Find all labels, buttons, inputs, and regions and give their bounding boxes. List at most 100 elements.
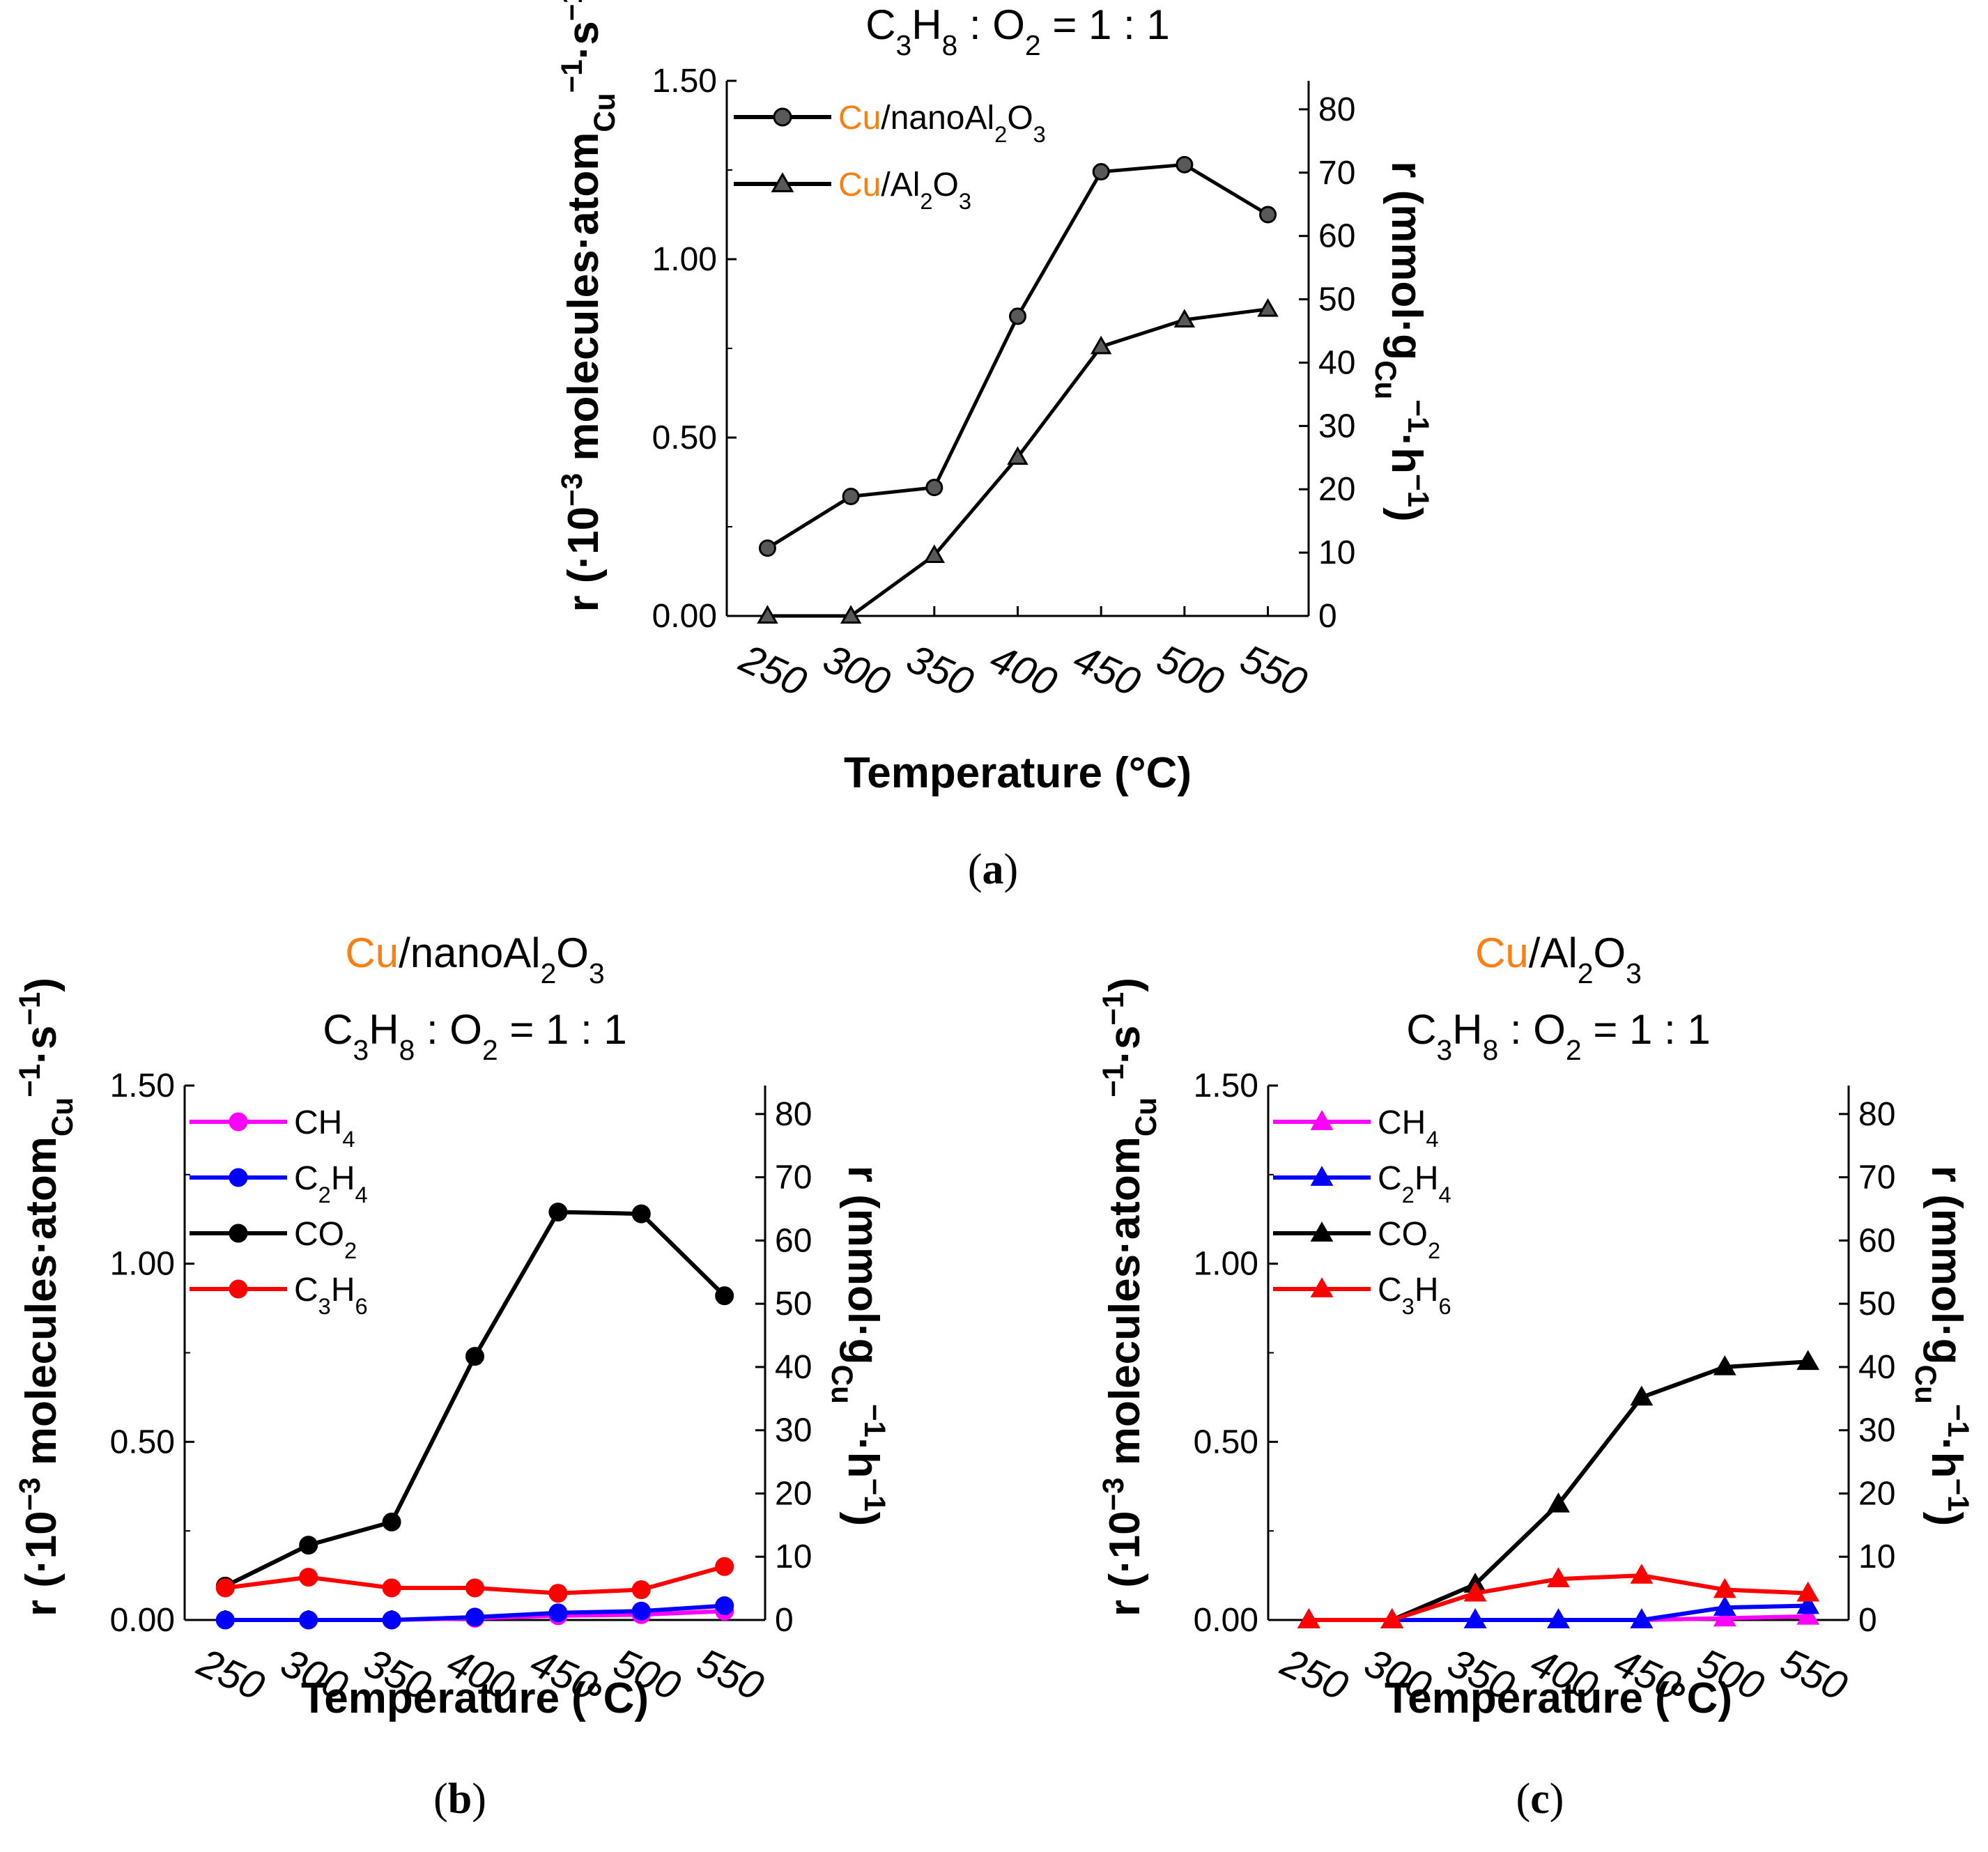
legend-marker <box>1310 1277 1334 1297</box>
legend-item: C2H4 <box>1273 1160 1451 1207</box>
y2-tick-label: 60 <box>1858 1222 1895 1259</box>
legend-item: Cu/Al2O3 <box>734 167 971 214</box>
y2-tick-label: 50 <box>1858 1286 1895 1322</box>
x-tick-label: 550 <box>1773 1639 1854 1709</box>
chart-panel-a: C3H8 : O2 = 1 : 1 0.00 0.50 1.00 1.50 0 10 20 30… <box>555 0 1435 893</box>
chart-title: C3H8 : O2 = 1 : 1 <box>1406 1006 1711 1066</box>
series-c2h4 <box>1297 1594 1820 1628</box>
data-point <box>1630 1564 1654 1584</box>
data-point <box>1380 1608 1404 1628</box>
y2-tick-label: 70 <box>1858 1159 1895 1196</box>
y-tick-label: 1.00 <box>652 241 717 278</box>
y2-tick-label: 80 <box>775 1096 812 1133</box>
y-tick-label: 0.50 <box>652 419 717 456</box>
legend-item: CO2 <box>1273 1216 1440 1263</box>
y-axis-label: r (·10−3 molecules·atomCu−1·s−1) <box>1097 978 1162 1616</box>
data-point <box>1713 1606 1736 1627</box>
chart-title-catalyst: Cu/nanoAl2O3 <box>345 929 604 989</box>
legend-label: C2H4 <box>1378 1160 1451 1207</box>
chart-panel-b: Cu/nanoAl2O3 C3H8 : O2 = 1 : 1 0.00 0.50 1.0… <box>13 929 892 1823</box>
data-point <box>215 1610 235 1630</box>
x-tick-label: 500 <box>1150 635 1231 705</box>
y2-tick-label: 30 <box>1318 408 1355 445</box>
y2-tick-label: 10 <box>1858 1538 1895 1575</box>
data-point <box>715 1557 734 1576</box>
y2-tick-label: 50 <box>1318 281 1355 318</box>
legend-item: C2H4 <box>190 1160 368 1207</box>
y-tick-label: 0.50 <box>1194 1423 1258 1460</box>
data-point <box>842 487 860 505</box>
legend-marker <box>229 1279 248 1299</box>
legend-item: C3H6 <box>190 1272 368 1319</box>
y2-tick-label: 0 <box>1318 598 1337 635</box>
data-point <box>1796 1605 1820 1625</box>
y2-tick-label: 20 <box>1858 1475 1895 1512</box>
data-point <box>465 1578 484 1598</box>
data-point <box>715 1596 734 1616</box>
x-axis-label: Temperature (°C) <box>1385 1674 1732 1722</box>
series-c3h6 <box>1297 1564 1820 1628</box>
data-point <box>1007 446 1028 465</box>
x-tick-label: 300 <box>817 635 897 705</box>
legend-marker <box>229 1224 248 1243</box>
y-tick-label: 1.00 <box>1194 1246 1258 1283</box>
y2-tick-label: 0 <box>1858 1602 1877 1639</box>
y-tick-label: 1.50 <box>1194 1067 1258 1104</box>
legend-item: CO2 <box>190 1216 357 1263</box>
x-tick-label: 250 <box>1274 1639 1355 1709</box>
panel-label: (a) <box>968 846 1018 893</box>
data-point <box>1630 1385 1654 1406</box>
legend-label: C3H6 <box>1378 1272 1451 1319</box>
data-point <box>1796 1581 1820 1602</box>
data-point <box>1796 1594 1820 1614</box>
data-point <box>631 1580 651 1600</box>
legend-label: Cu/Al2O3 <box>838 167 971 214</box>
data-point <box>548 1203 568 1222</box>
data-point <box>1547 1492 1570 1513</box>
data-point <box>382 1512 401 1531</box>
chart-panel-c: Cu/Al2O3 C3H8 : O2 = 1 : 1 0.00 0.50 1.00 1.5… <box>1097 929 1975 1823</box>
panel-label: (b) <box>433 1775 486 1823</box>
data-point <box>465 1607 484 1627</box>
legend-label: CH4 <box>294 1104 355 1152</box>
data-point <box>1092 163 1110 181</box>
data-point <box>757 605 778 624</box>
data-point <box>382 1578 401 1598</box>
legend-marker <box>773 107 792 127</box>
data-point <box>382 1610 401 1630</box>
data-point <box>548 1584 568 1603</box>
legend-item: Cu/nanoAl2O3 <box>734 100 1046 147</box>
y2-tick-label: 70 <box>1318 155 1355 192</box>
data-point <box>215 1578 235 1598</box>
data-point <box>1463 1581 1487 1602</box>
data-point <box>631 1601 651 1621</box>
legend-label: CO2 <box>294 1216 357 1263</box>
y2-tick-label: 60 <box>775 1222 812 1259</box>
chart-title: C3H8 : O2 = 1 : 1 <box>865 1 1170 61</box>
x-tick-label: 250 <box>190 1639 271 1709</box>
data-point <box>1176 155 1194 173</box>
chart-title: C3H8 : O2 = 1 : 1 <box>323 1006 627 1066</box>
data-point <box>1713 1577 1736 1598</box>
x-tick-label: 550 <box>1233 635 1313 705</box>
legend-marker <box>771 172 794 192</box>
legend-item: CH4 <box>190 1104 355 1152</box>
legend-label: C3H6 <box>294 1272 368 1319</box>
legend-label: C2H4 <box>294 1160 368 1207</box>
x-axis-label: Temperature (°C) <box>301 1674 649 1722</box>
y2-tick-label: 0 <box>775 1602 794 1639</box>
chart-title-catalyst: Cu/Al2O3 <box>1475 929 1642 989</box>
x-tick-label: 450 <box>1067 635 1147 705</box>
data-point <box>1713 1355 1736 1375</box>
x-tick-label: 550 <box>690 1639 770 1709</box>
data-point <box>715 1286 734 1306</box>
data-point <box>1463 1608 1487 1628</box>
y2-tick-label: 50 <box>775 1286 812 1322</box>
legend-marker <box>229 1168 248 1187</box>
data-point <box>1796 1350 1820 1371</box>
data-point <box>1257 298 1279 317</box>
data-point <box>465 1347 484 1366</box>
series-cu-al2o3 <box>757 298 1279 624</box>
y-tick-label: 0.00 <box>1194 1602 1258 1639</box>
